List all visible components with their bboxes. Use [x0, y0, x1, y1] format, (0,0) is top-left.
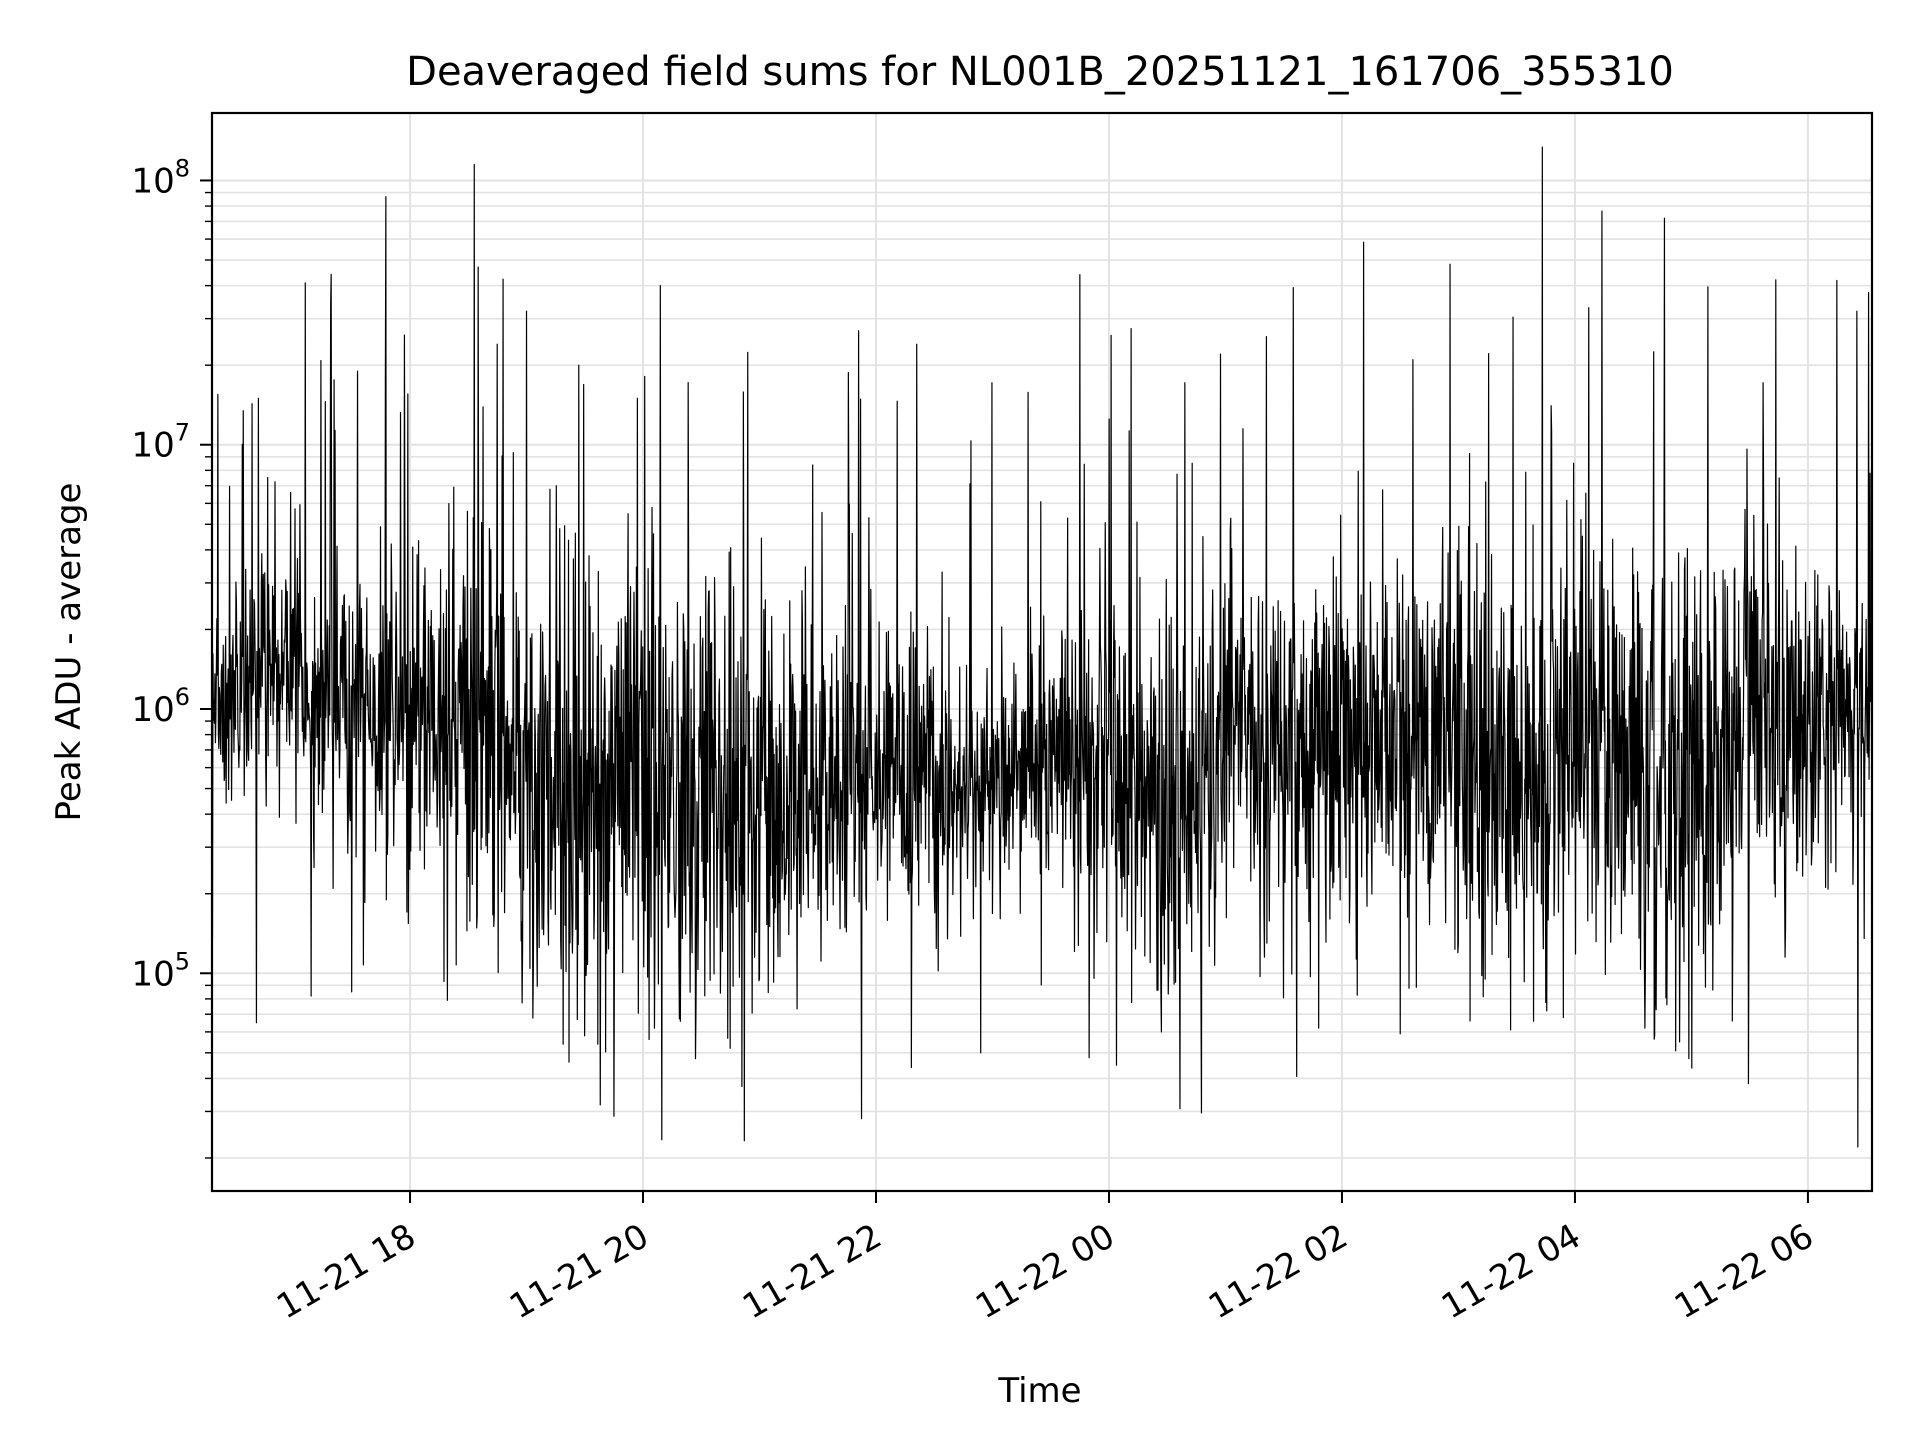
plot-area-frame: [210, 111, 1874, 1193]
y-tick-label: 105: [131, 947, 190, 994]
series-group: [211, 146, 1873, 1148]
y-axis-label: Peak ADU - average: [49, 483, 89, 822]
x-axis-label: Time: [997, 1371, 1081, 1411]
series-line: [211, 146, 1873, 1148]
y-tick-label: 106: [131, 683, 190, 730]
y-tick-label: 108: [131, 154, 190, 201]
y-tick-label: 107: [131, 419, 190, 466]
chart-title: Deaveraged field sums for NL001B_2025112…: [406, 49, 1674, 95]
